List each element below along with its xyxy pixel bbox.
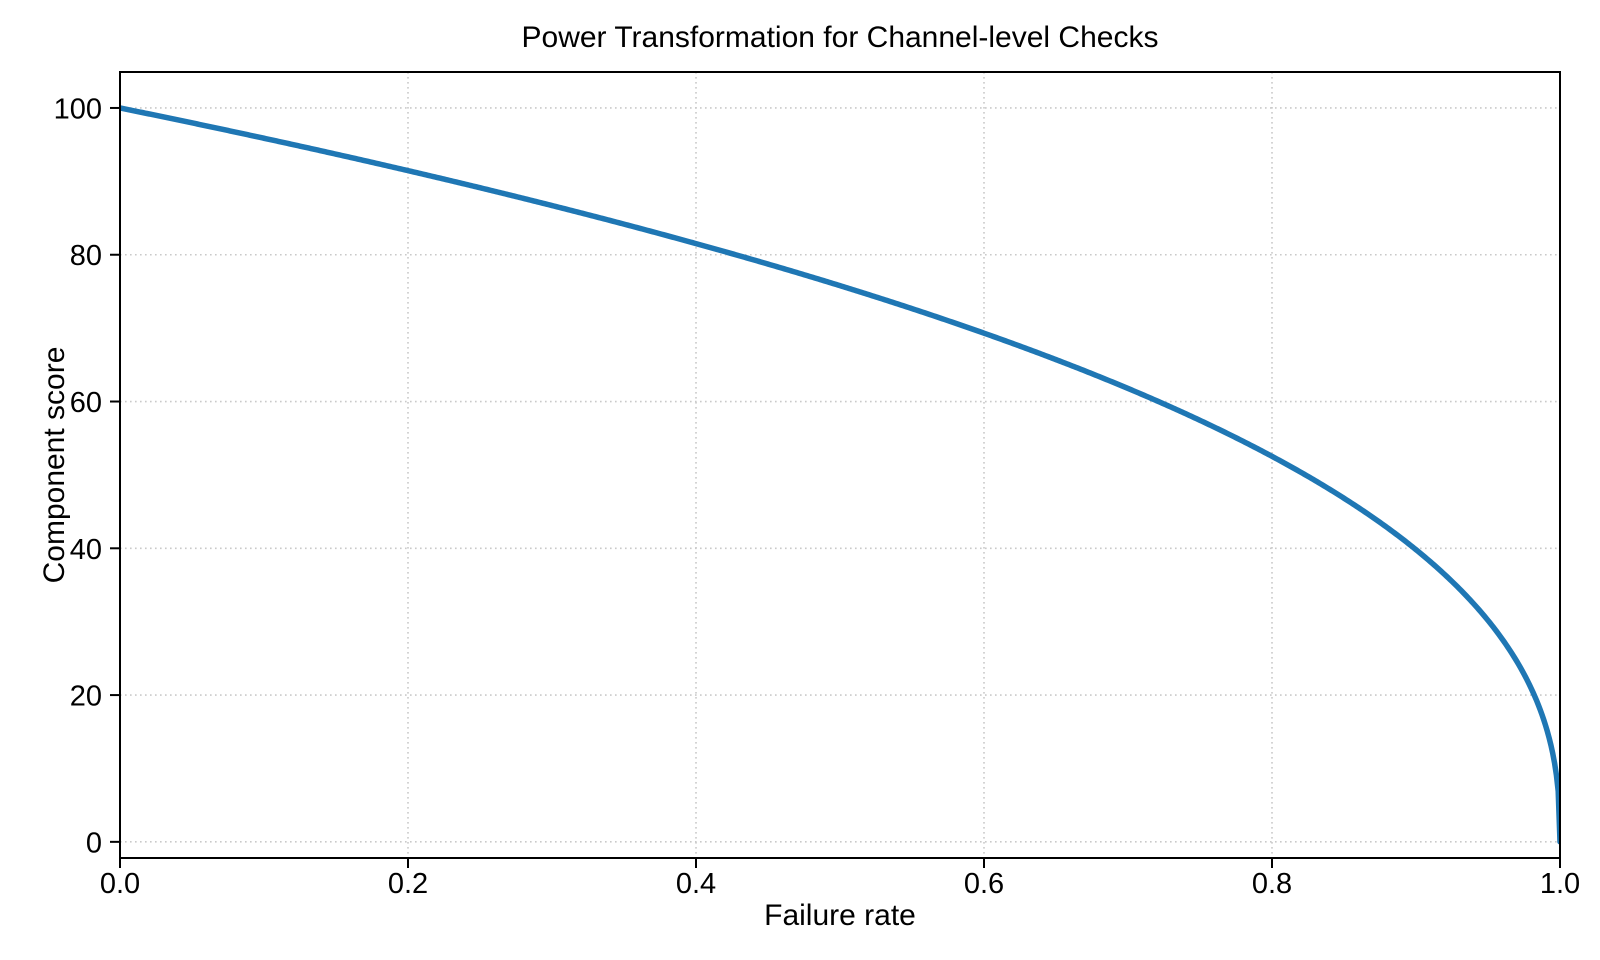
gridlines [119, 72, 1561, 858]
y-tick-label: 40 [70, 534, 102, 566]
x-tick-label: 0.2 [388, 868, 428, 900]
chart-title: Power Transformation for Channel-level C… [522, 21, 1159, 54]
x-tick-label: 0.0 [100, 868, 140, 900]
data-curve [120, 105, 1560, 845]
x-axis-label: Failure rate [764, 899, 916, 932]
y-tick-label: 20 [70, 681, 102, 713]
axis-ticks: 0.0 0.2 0.4 0.6 0.8 1.0 0 20 40 60 80 100 [54, 93, 1581, 900]
y-tick-label: 60 [70, 387, 102, 419]
power-curve-line [120, 105, 1560, 845]
x-tick-label: 1.0 [1540, 868, 1580, 900]
y-tick-label: 100 [54, 93, 102, 125]
x-tick-label: 0.8 [1252, 868, 1292, 900]
y-tick-label: 0 [86, 827, 102, 859]
y-tick-label: 80 [70, 240, 102, 272]
x-tick-label: 0.6 [964, 868, 1004, 900]
x-tick-label: 0.4 [676, 868, 716, 900]
y-axis-label: Component score [38, 347, 71, 584]
plot-border [119, 71, 1561, 859]
